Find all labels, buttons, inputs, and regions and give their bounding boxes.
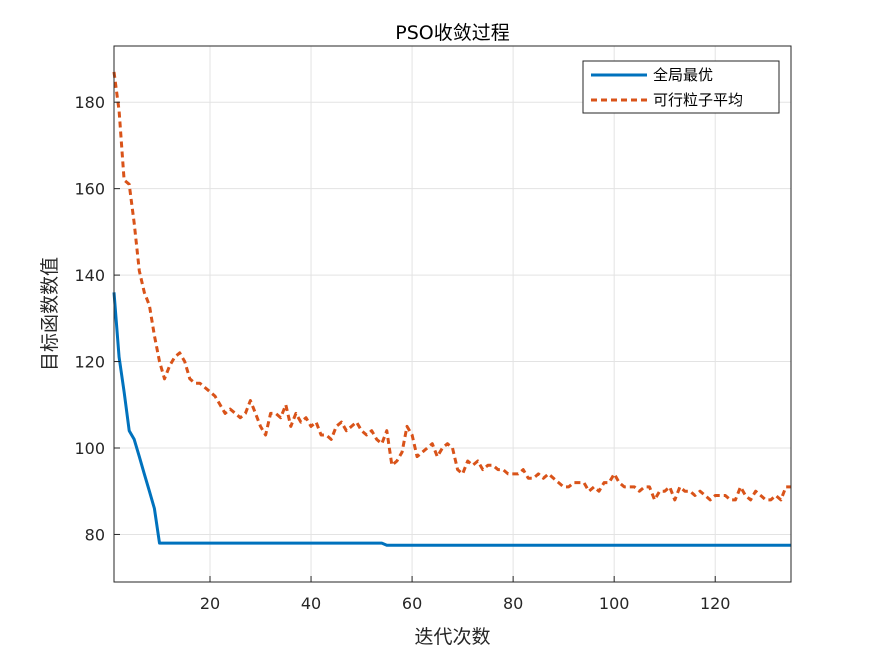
x-tick-label: 40 [301, 594, 321, 613]
legend-label-global-best: 全局最优 [653, 66, 713, 84]
chart-title: PSO收敛过程 [395, 22, 509, 44]
y-tick-label: 140 [74, 266, 105, 285]
x-tick-label: 80 [503, 594, 523, 613]
y-tick-label: 80 [85, 525, 105, 544]
x-tick-label: 100 [599, 594, 630, 613]
series-layer [112, 71, 791, 547]
series-feasible-average-line [112, 71, 791, 502]
axes-box [113, 45, 792, 583]
y-tick-label: 120 [74, 353, 105, 372]
legend: 全局最优 可行粒子平均 [582, 60, 780, 114]
series-global-best-line [112, 292, 791, 547]
x-tick-label: 60 [402, 594, 422, 613]
x-tick-label: 20 [200, 594, 220, 613]
plot-area [114, 46, 791, 582]
x-axis-label: 迭代次数 [414, 626, 490, 648]
legend-label-feasible-average: 可行粒子平均 [653, 91, 743, 109]
y-axis-label: 目标函数数值 [39, 257, 61, 371]
y-tick-label: 100 [74, 439, 105, 458]
y-tick-label: 160 [74, 180, 105, 199]
x-tick-label: 120 [700, 594, 731, 613]
legend-box [582, 60, 780, 114]
tick-labels: 20 40 60 80 100 120 80 100 120 140 160 180 [74, 93, 730, 613]
tick-marks [114, 101, 716, 582]
grid-lines [114, 46, 791, 582]
y-tick-label: 180 [74, 93, 105, 112]
